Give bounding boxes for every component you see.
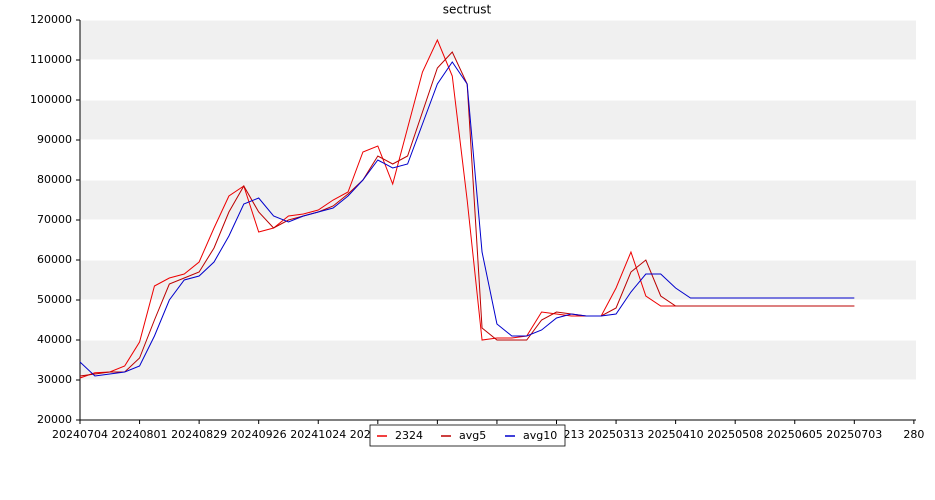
chart-title: sectrust — [443, 3, 492, 17]
y-tick-label: 110000 — [30, 53, 72, 66]
y-tick-label: 70000 — [37, 213, 72, 226]
x-tick-label: 20240704 — [52, 428, 108, 441]
x-tick-label: 20250605 — [767, 428, 823, 441]
grid-band — [80, 180, 916, 220]
legend-label: avg10 — [523, 429, 557, 442]
legend-label: 2324 — [395, 429, 423, 442]
legend: 2324 avg5 avg10 — [369, 424, 566, 447]
x-tick-label: 20240926 — [231, 428, 287, 441]
legend-label: avg5 — [459, 429, 486, 442]
y-tick-label: 40000 — [37, 333, 72, 346]
x-tick-label: 20250508 — [707, 428, 763, 441]
y-tick-label: 50000 — [37, 293, 72, 306]
y-tick-label: 120000 — [30, 13, 72, 26]
y-tick-label: 100000 — [30, 93, 72, 106]
grid-band — [80, 260, 916, 300]
x-tick-label: 20250410 — [648, 428, 704, 441]
grid-band — [80, 20, 916, 60]
x-tick-label: 20241024 — [290, 428, 346, 441]
y-tick-label: 90000 — [37, 133, 72, 146]
y-tick-label: 30000 — [37, 373, 72, 386]
y-tick-label: 80000 — [37, 173, 72, 186]
x-tick-label: 20240801 — [112, 428, 168, 441]
legend-box — [369, 424, 566, 447]
x-tick-label: 280 — [903, 428, 924, 441]
y-tick-label: 60000 — [37, 253, 72, 266]
y-tick-label: 20000 — [37, 413, 72, 426]
grid-band — [80, 340, 916, 380]
grid-band — [80, 100, 916, 140]
x-tick-label: 20250703 — [826, 428, 882, 441]
x-tick-label: 20250313 — [588, 428, 644, 441]
series-line — [79, 61, 855, 377]
x-tick-label: 20240829 — [171, 428, 227, 441]
